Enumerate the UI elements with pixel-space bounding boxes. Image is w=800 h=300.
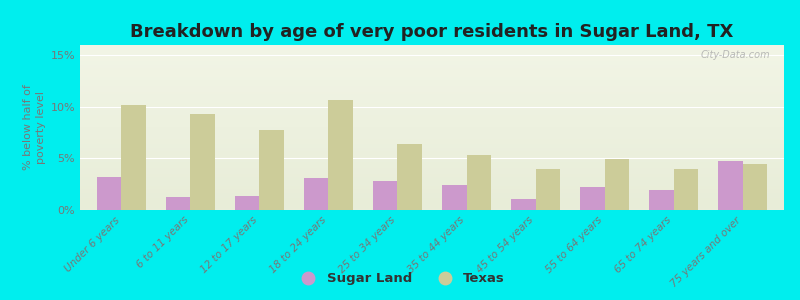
Bar bbox=[98, 177, 122, 210]
Bar bbox=[235, 196, 259, 210]
Bar bbox=[742, 164, 766, 210]
Bar bbox=[398, 144, 422, 210]
Bar bbox=[259, 130, 284, 210]
Bar bbox=[674, 169, 698, 210]
Bar bbox=[650, 190, 674, 210]
Bar bbox=[122, 105, 146, 210]
Legend: Sugar Land, Texas: Sugar Land, Texas bbox=[290, 267, 510, 290]
Bar bbox=[304, 178, 329, 210]
Bar bbox=[374, 181, 398, 210]
Bar bbox=[466, 155, 490, 210]
Bar bbox=[166, 196, 190, 210]
Bar bbox=[442, 185, 466, 210]
Bar bbox=[190, 114, 214, 210]
Bar bbox=[718, 160, 742, 210]
Bar bbox=[329, 100, 353, 210]
Text: City-Data.com: City-Data.com bbox=[700, 50, 770, 60]
Title: Breakdown by age of very poor residents in Sugar Land, TX: Breakdown by age of very poor residents … bbox=[130, 23, 734, 41]
Bar bbox=[580, 187, 605, 210]
Y-axis label: % below half of
poverty level: % below half of poverty level bbox=[23, 85, 46, 170]
Bar bbox=[511, 199, 535, 210]
Bar bbox=[605, 160, 629, 210]
Bar bbox=[535, 169, 560, 210]
